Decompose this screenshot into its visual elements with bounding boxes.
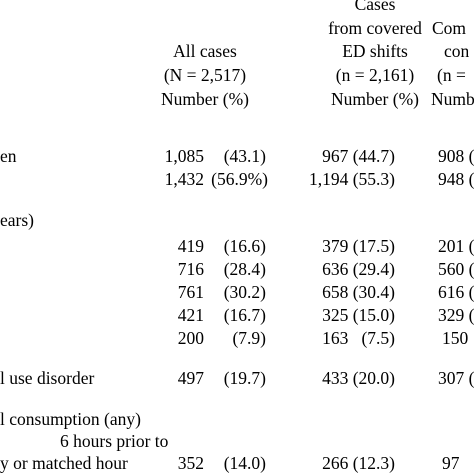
cell-compare: 908 ( [438,146,474,166]
cell-compare: 307 ( [438,368,474,388]
cell-number: 200 [177,328,204,348]
cell-number: 761 [177,282,204,302]
cell-compare: 560 ( [438,259,474,279]
col-header-cases-title-1: Cases [354,0,396,14]
row-label: l use disorder [0,368,95,388]
cell-number: 352 [177,453,204,473]
col-header-all-n: (N = 2,517) [163,65,247,85]
cell-percent: (43.1) [223,146,266,166]
col-header-cases-title-2: from covered [328,18,422,38]
cell-covered: 163 (7.5) [322,328,395,348]
col-header-cases-title-3: ED shifts [342,41,408,61]
cell-percent: (19.7) [223,368,266,388]
cell-compare: 329 ( [438,305,474,325]
cell-number: 1,432 [164,169,204,189]
row-group-sublabel: 6 hours prior to [60,431,169,451]
cell-percent: (56.9%) [211,169,268,189]
col-header-compare-title-2: con [444,41,470,61]
row-group-label: ears) [0,210,35,230]
col-header-cases-n: (n = 2,161) [335,65,415,85]
cell-compare: 97 [442,453,460,473]
cell-percent: (7.9) [232,328,266,348]
cell-compare: 948 ( [438,169,474,189]
cell-percent: (16.6) [223,236,266,256]
row-label: en [0,146,17,166]
cell-percent: (16.7) [223,305,266,325]
cell-number: 716 [177,259,204,279]
cell-percent: (14.0) [223,453,266,473]
cell-covered: 325 (15.0) [322,305,395,325]
cell-covered: 636 (29.4) [322,259,395,279]
cell-number: 421 [177,305,204,325]
cell-covered: 967 (44.7) [322,146,395,166]
cell-percent: (30.2) [223,282,266,302]
row-label: y or matched hour [0,453,128,473]
cell-covered: 433 (20.0) [322,368,395,388]
col-header-compare-title-1: Com [432,18,467,38]
cell-compare: 616 ( [438,282,474,302]
cell-covered: 379 (17.5) [322,236,395,256]
col-header-compare-n: (n = [437,65,466,85]
cell-number: 1,085 [164,146,204,166]
cell-covered: 1,194 (55.3) [308,169,395,189]
cell-covered: 658 (30.4) [322,282,395,302]
cell-number: 419 [177,236,204,256]
col-header-all-title: All cases [173,41,237,61]
cell-covered: 266 (12.3) [322,453,395,473]
row-group-label: l consumption (any) [0,409,141,429]
cell-compare: 201 ( [438,236,474,256]
cell-number: 497 [177,368,204,388]
col-header-cases-unit: Number (%) [331,89,419,109]
cell-percent: (28.4) [223,259,266,279]
col-header-all-unit: Number (%) [161,89,249,109]
cell-compare: 150 [442,328,469,348]
col-header-compare-unit: Numb [431,89,474,109]
